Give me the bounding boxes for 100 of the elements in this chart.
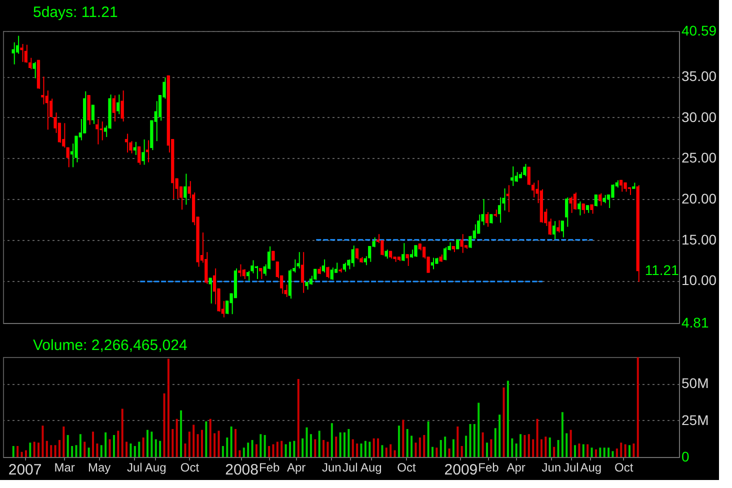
y-tick-label: 10.00 (682, 272, 717, 288)
bar (594, 449, 597, 457)
bar (29, 442, 32, 457)
x-tick-label: May (88, 460, 111, 474)
candlestick (414, 245, 418, 258)
bar (108, 439, 111, 457)
candlestick (91, 104, 95, 124)
bar (582, 444, 584, 457)
candlestick (100, 121, 103, 141)
candlestick (142, 138, 145, 166)
candlestick (116, 94, 120, 115)
bar (255, 444, 258, 457)
bar (418, 438, 421, 457)
bar (214, 433, 216, 457)
y-tick-label: 15.00 (682, 231, 717, 248)
bar (368, 442, 371, 457)
bar (280, 440, 283, 457)
bar (469, 424, 472, 457)
bar (84, 442, 86, 457)
bar (398, 426, 400, 457)
bar (599, 448, 602, 457)
bar (100, 445, 102, 457)
bar (226, 438, 228, 457)
bar (24, 450, 27, 457)
candlestick (120, 90, 124, 122)
bar (42, 426, 44, 457)
x-tick-label: Jun (542, 460, 562, 474)
bar (159, 440, 162, 457)
bar (326, 442, 329, 457)
candlestick (300, 252, 304, 294)
bar (12, 446, 14, 457)
bar (38, 442, 40, 457)
bar (561, 412, 564, 457)
bar (302, 438, 304, 457)
candlestick (527, 166, 530, 186)
candlestick (87, 94, 90, 126)
bar (423, 435, 426, 457)
bar (112, 435, 115, 457)
candlestick (112, 94, 116, 122)
bar (335, 436, 338, 457)
bar (314, 439, 316, 457)
bar (134, 446, 136, 457)
bar (381, 445, 384, 457)
bar (188, 432, 190, 457)
bar (465, 436, 468, 457)
candlestick (578, 200, 581, 216)
x-tick-label: Oct (614, 460, 634, 474)
bar (176, 418, 178, 457)
bar (58, 440, 60, 457)
bar (432, 446, 434, 457)
bar (92, 432, 94, 457)
candlestick (506, 184, 510, 213)
bar (502, 388, 505, 457)
y-tick-label: 35.00 (682, 68, 717, 84)
bar (406, 428, 408, 457)
chart-title: 5days: 11.21 (33, 4, 118, 21)
x-tick-label: Feb (478, 460, 500, 474)
x-tick-label: Feb (259, 460, 280, 474)
bar (16, 446, 19, 457)
bar (390, 444, 392, 457)
candlestick (406, 254, 409, 266)
bar (385, 448, 388, 457)
bar (66, 435, 69, 457)
bar (251, 440, 254, 457)
annotation: 11.21 (644, 262, 680, 278)
bar (79, 434, 82, 457)
candlestick (560, 220, 564, 238)
bar (506, 380, 509, 457)
bar (167, 358, 170, 457)
y-tick-label: 50M (682, 375, 709, 392)
bar (222, 446, 224, 457)
candlestick (96, 118, 99, 145)
bar (410, 436, 413, 457)
bar (297, 378, 300, 457)
bar (586, 444, 589, 457)
bar (515, 444, 518, 457)
bar (566, 433, 568, 457)
candlestick (443, 246, 447, 261)
candlestick (330, 267, 334, 280)
bar (348, 428, 350, 457)
bar (612, 451, 614, 457)
candlestick (523, 163, 526, 177)
bar (71, 446, 74, 457)
bar (46, 440, 48, 457)
x-tick-label: Apr (506, 460, 526, 474)
bar (343, 432, 346, 457)
x-tick-label: Jul (342, 460, 358, 474)
bar (121, 408, 124, 457)
candlestick (208, 278, 212, 304)
bar (306, 427, 308, 457)
candlestick (184, 173, 187, 206)
bar (130, 444, 132, 457)
bar (230, 426, 232, 457)
candlestick (146, 140, 149, 163)
bar (352, 439, 354, 457)
bar (142, 438, 144, 457)
x-tick-label: Jul (126, 460, 142, 474)
candlestick (430, 257, 434, 270)
bar (402, 420, 404, 457)
bar (548, 438, 551, 457)
